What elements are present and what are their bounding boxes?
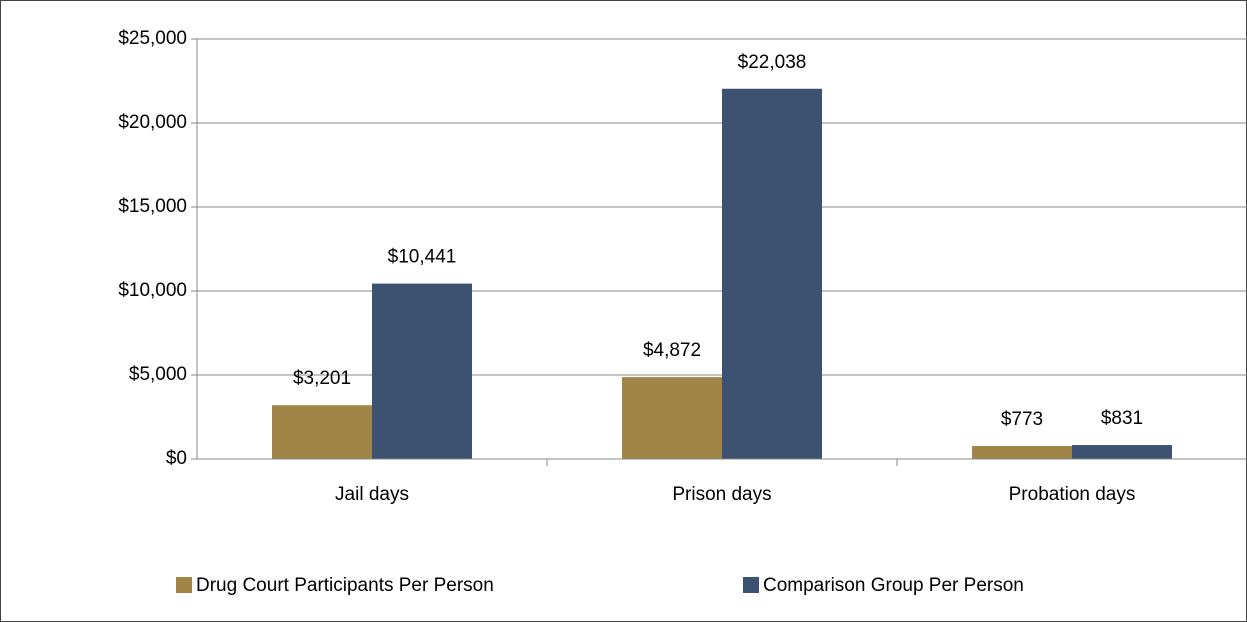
- y-tick-label: $10,000: [118, 280, 187, 301]
- x-tick-label: Jail days: [335, 484, 409, 505]
- y-tick-label: $0: [166, 448, 187, 469]
- value-label: $4,872: [643, 340, 701, 361]
- value-label: $773: [1001, 409, 1043, 430]
- x-tick-label: Prison days: [672, 484, 771, 505]
- y-tick-label: $5,000: [129, 364, 187, 385]
- bar: [372, 283, 472, 459]
- y-tick-label: $15,000: [118, 196, 187, 217]
- legend-swatch: [743, 577, 759, 593]
- bar: [722, 88, 822, 459]
- legend-label: Drug Court Participants Per Person: [196, 575, 494, 596]
- bar: [272, 405, 372, 459]
- legend-swatch: [176, 577, 192, 593]
- bar: [622, 377, 722, 459]
- value-label: $10,441: [388, 247, 457, 268]
- legend-label: Comparison Group Per Person: [763, 575, 1024, 596]
- bar: [972, 446, 1072, 459]
- y-tick-label: $25,000: [118, 28, 187, 49]
- bar: [1072, 445, 1172, 459]
- value-label: $831: [1101, 408, 1143, 429]
- value-label: $22,038: [738, 52, 807, 73]
- y-tick-label: $20,000: [118, 112, 187, 133]
- value-label: $3,201: [293, 368, 351, 389]
- x-tick-label: Probation days: [1009, 484, 1136, 505]
